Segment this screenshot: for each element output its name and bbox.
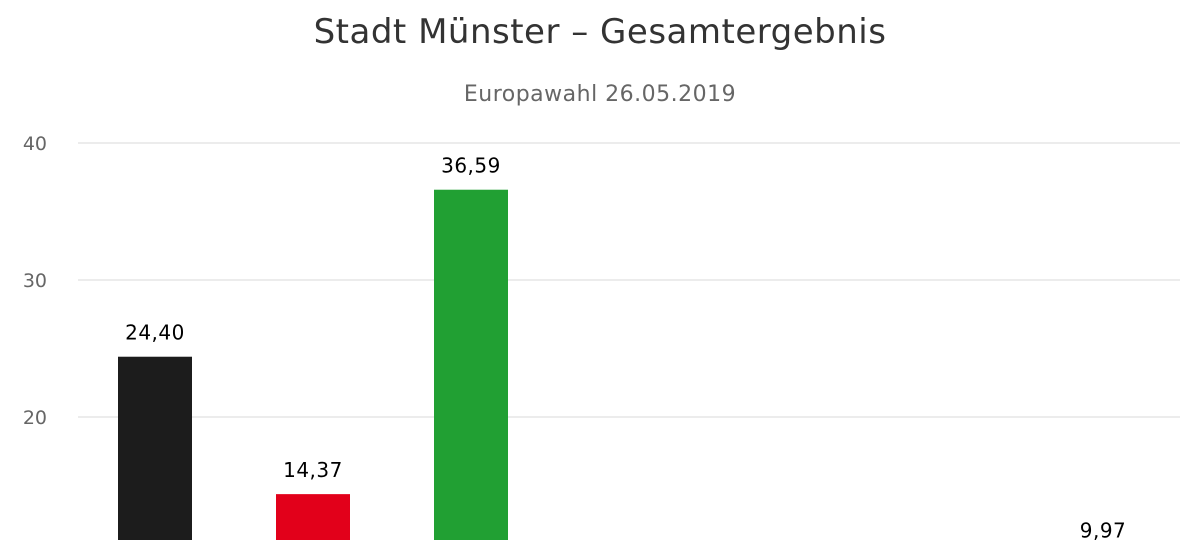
y-tick-label: 20 xyxy=(23,407,47,429)
bars xyxy=(118,189,508,540)
bar[interactable] xyxy=(434,189,508,540)
gridlines xyxy=(78,142,1180,418)
bar-value-label: 9,97 xyxy=(1080,518,1127,540)
bar-value-label: 36,59 xyxy=(441,154,501,178)
bar[interactable] xyxy=(118,356,192,540)
y-tick-label: 30 xyxy=(23,270,47,292)
y-tick-label: 40 xyxy=(23,133,47,155)
chart-subtitle: Europawahl 26.05.2019 xyxy=(463,82,737,107)
bar[interactable] xyxy=(276,494,350,540)
chart-title: Stadt Münster – Gesamtergebnis xyxy=(313,12,887,52)
bar-value-label: 24,40 xyxy=(125,321,185,345)
data-labels: 24,40 14,37 36,59 9,97 xyxy=(125,154,1126,540)
y-axis: 20 30 40 xyxy=(23,133,47,429)
bar-value-label: 14,37 xyxy=(283,458,343,482)
